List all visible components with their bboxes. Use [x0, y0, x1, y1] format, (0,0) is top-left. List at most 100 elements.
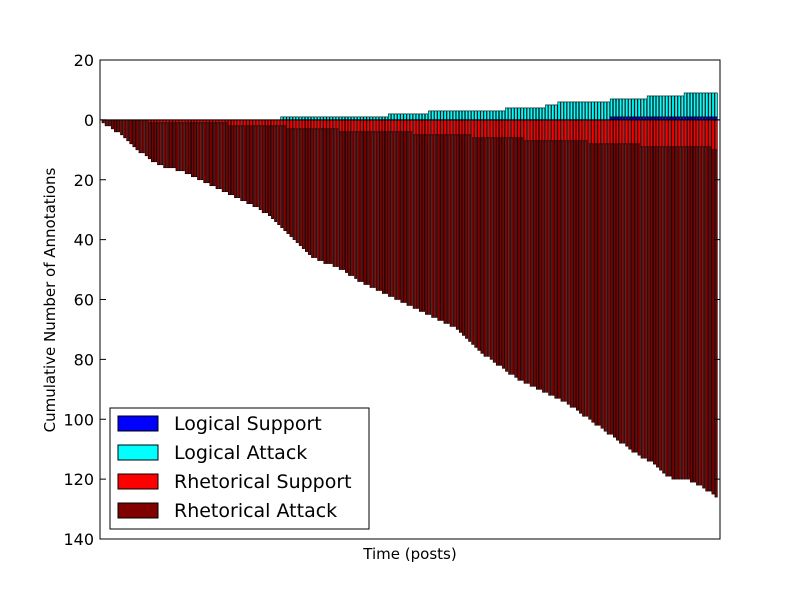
bar-rhetorical-support	[289, 119, 293, 130]
bar-rhetorical-support	[686, 119, 690, 148]
bar-rhetorical-attack	[289, 128, 293, 237]
bar-logical-attack	[526, 107, 530, 121]
y-tick-label: 100	[63, 410, 94, 429]
bar-rhetorical-support	[483, 119, 487, 139]
bar-rhetorical-attack	[520, 137, 524, 381]
bar-rhetorical-attack	[400, 131, 404, 303]
bar-rhetorical-attack	[326, 128, 330, 264]
bar-logical-attack	[458, 110, 462, 121]
bar-logical-attack	[643, 98, 647, 118]
bar-rhetorical-attack	[366, 131, 370, 285]
bar-rhetorical-support	[702, 119, 706, 148]
bar-rhetorical-attack	[440, 134, 444, 321]
bar-logical-attack	[505, 107, 509, 121]
bar-rhetorical-attack	[335, 128, 339, 267]
bar-rhetorical-attack	[372, 131, 376, 288]
bar-rhetorical-support	[683, 119, 687, 148]
bar-rhetorical-support	[693, 119, 697, 148]
bar-rhetorical-support	[422, 119, 426, 136]
bar-logical-attack	[576, 101, 580, 121]
bar-rhetorical-attack	[301, 128, 305, 249]
bar-logical-attack	[391, 113, 395, 121]
bar-rhetorical-attack	[668, 146, 672, 477]
bar-rhetorical-attack	[616, 143, 620, 441]
bar-logical-attack	[659, 95, 663, 118]
bar-logical-attack	[649, 95, 653, 118]
bar-rhetorical-attack	[403, 131, 407, 303]
bar-rhetorical-support	[357, 119, 361, 133]
bar-rhetorical-support	[308, 119, 312, 130]
bar-rhetorical-attack	[304, 128, 308, 252]
bar-rhetorical-support	[446, 119, 450, 136]
bar-rhetorical-attack	[495, 137, 499, 366]
bar-logical-attack	[689, 92, 693, 118]
bar-logical-attack	[705, 92, 709, 118]
bar-rhetorical-support	[619, 119, 623, 145]
bar-rhetorical-support	[597, 119, 601, 145]
bar-rhetorical-attack	[693, 146, 697, 483]
bar-rhetorical-support	[495, 119, 499, 139]
bar-rhetorical-attack	[240, 125, 244, 202]
bar-logical-attack	[708, 92, 712, 118]
bar-rhetorical-attack	[388, 131, 392, 297]
bar-rhetorical-attack	[120, 119, 124, 136]
bar-rhetorical-support	[443, 119, 447, 136]
bar-rhetorical-attack	[505, 137, 509, 372]
bar-logical-attack	[409, 113, 413, 121]
bar-rhetorical-support	[612, 119, 616, 145]
bar-rhetorical-attack	[114, 119, 118, 133]
bar-rhetorical-attack	[234, 125, 238, 199]
bar-logical-attack	[514, 107, 518, 121]
bar-rhetorical-attack	[705, 146, 709, 492]
bar-rhetorical-support	[489, 119, 493, 139]
bar-logical-attack	[489, 110, 493, 121]
bar-logical-attack	[622, 98, 626, 118]
bar-rhetorical-support	[261, 119, 265, 127]
bar-rhetorical-support	[563, 119, 567, 142]
bar-rhetorical-attack	[600, 143, 604, 429]
bar-logical-attack	[449, 110, 453, 121]
bar-rhetorical-attack	[317, 128, 321, 261]
bar-logical-attack	[440, 110, 444, 121]
bar-rhetorical-attack	[126, 119, 130, 142]
bar-rhetorical-attack	[653, 146, 657, 465]
bar-logical-attack	[471, 110, 475, 121]
bar-rhetorical-attack	[274, 125, 278, 222]
bar-rhetorical-attack	[157, 122, 161, 166]
bar-rhetorical-support	[403, 119, 407, 133]
bar-logical-attack	[446, 110, 450, 121]
bar-rhetorical-support	[665, 119, 669, 148]
bar-rhetorical-attack	[696, 146, 700, 486]
bar-rhetorical-support	[554, 119, 558, 142]
bar-logical-attack	[683, 92, 687, 118]
bar-rhetorical-support	[409, 119, 413, 133]
bar-rhetorical-attack	[471, 137, 475, 345]
bar-rhetorical-attack	[523, 140, 527, 384]
bar-rhetorical-attack	[532, 140, 536, 387]
bar-rhetorical-attack	[409, 131, 413, 306]
bar-rhetorical-attack	[579, 140, 583, 414]
bar-logical-attack	[677, 95, 681, 118]
bar-rhetorical-attack	[502, 137, 506, 369]
bar-rhetorical-attack	[662, 146, 666, 474]
bar-rhetorical-support	[415, 119, 419, 136]
bar-rhetorical-attack	[628, 143, 632, 450]
bar-rhetorical-support	[653, 119, 657, 148]
bar-rhetorical-attack	[243, 125, 247, 202]
bar-rhetorical-attack	[646, 146, 650, 462]
bar-rhetorical-attack	[711, 149, 715, 495]
bar-rhetorical-support	[560, 119, 564, 142]
bar-logical-attack	[492, 110, 496, 121]
bar-rhetorical-attack	[138, 119, 142, 154]
bar-rhetorical-attack	[462, 134, 466, 336]
bar-rhetorical-attack	[268, 125, 272, 216]
bar-rhetorical-attack	[425, 134, 429, 315]
bar-rhetorical-attack	[542, 140, 546, 393]
bar-rhetorical-attack	[320, 128, 324, 261]
y-tick-label: 0	[84, 111, 94, 130]
bar-logical-attack	[483, 110, 487, 121]
bar-rhetorical-attack	[172, 122, 176, 169]
bar-rhetorical-attack	[110, 119, 114, 130]
bar-rhetorical-attack	[572, 140, 576, 408]
